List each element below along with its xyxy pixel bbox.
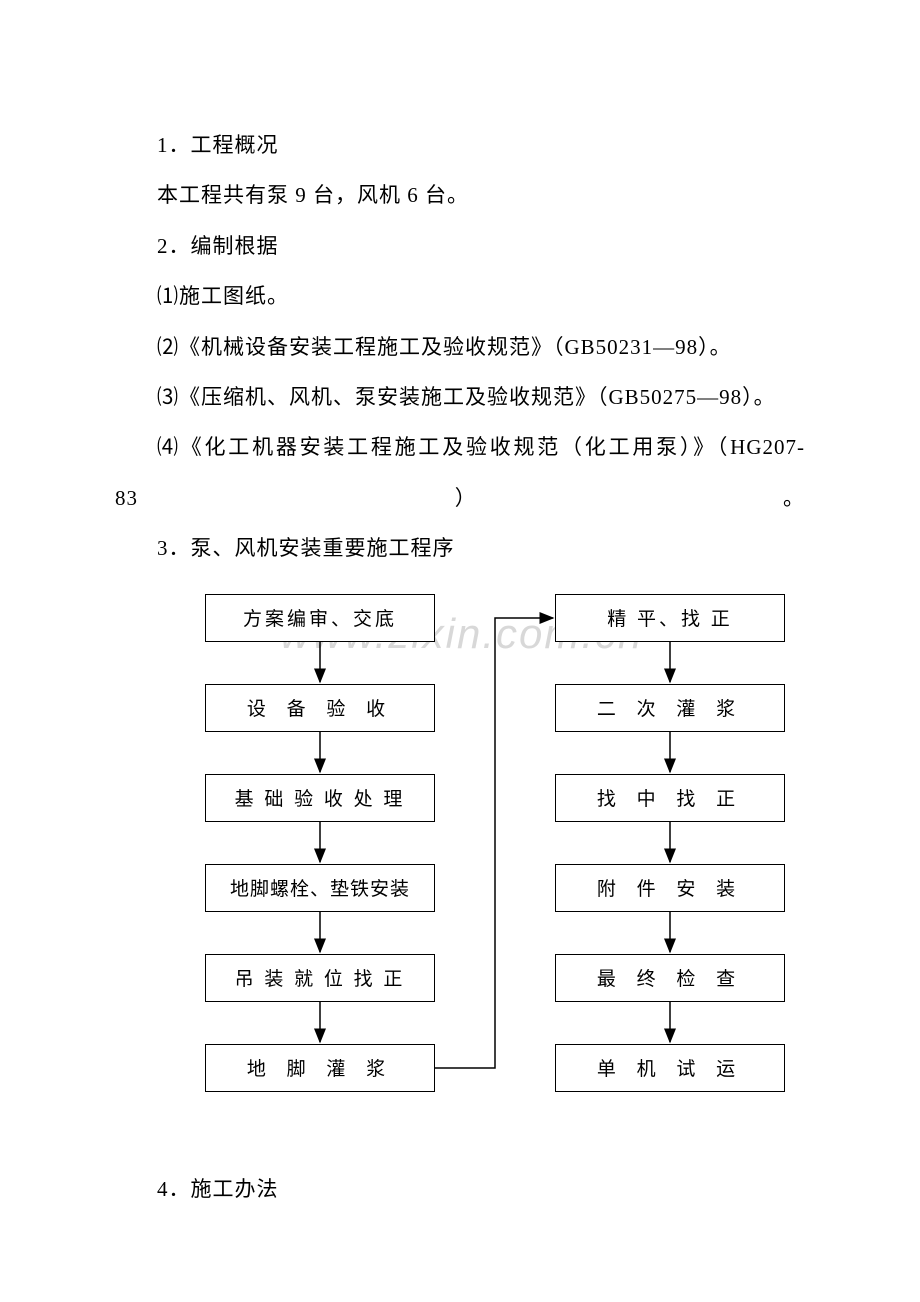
flow-box-l5: 吊 装 就 位 找 正 [205, 954, 435, 1002]
flowchart: 方案编审、交底 设 备 验 收 基 础 验 收 处 理 地脚螺栓、垫铁安装 吊 … [115, 594, 805, 1134]
section-2-title: 2．编制根据 [115, 221, 805, 271]
flow-box-r5: 最 终 检 查 [555, 954, 785, 1002]
flow-box-l1: 方案编审、交底 [205, 594, 435, 642]
document-content: 1．工程概况 本工程共有泵 9 台，风机 6 台。 2．编制根据 ⑴施工图纸。 … [0, 0, 920, 1214]
flow-box-r4: 附 件 安 装 [555, 864, 785, 912]
section-2-item1: ⑴施工图纸。 [115, 271, 805, 321]
flow-box-l6: 地 脚 灌 浆 [205, 1044, 435, 1092]
section-2-item2: ⑵《机械设备安装工程施工及验收规范》（GB50231—98）。 [115, 322, 805, 372]
flow-box-l4: 地脚螺栓、垫铁安装 [205, 864, 435, 912]
flow-box-l3: 基 础 验 收 处 理 [205, 774, 435, 822]
flow-box-r3: 找 中 找 正 [555, 774, 785, 822]
flow-box-l2: 设 备 验 收 [205, 684, 435, 732]
section-3-title: 3．泵、风机安装重要施工程序 [115, 523, 805, 573]
section-2-item3: ⑶《压缩机、风机、泵安装施工及验收规范》（GB50275—98）。 [115, 372, 805, 422]
section-2-item4: ⑷《化工机器安装工程施工及验收规范（化工用泵）》（HG207-83）。 [115, 422, 805, 523]
section-1-title: 1．工程概况 [115, 120, 805, 170]
section-4-title: 4．施工办法 [115, 1164, 805, 1214]
section-1-body: 本工程共有泵 9 台，风机 6 台。 [115, 170, 805, 220]
flow-box-r6: 单 机 试 运 [555, 1044, 785, 1092]
flow-box-r2: 二 次 灌 浆 [555, 684, 785, 732]
flow-box-r1: 精 平、找 正 [555, 594, 785, 642]
